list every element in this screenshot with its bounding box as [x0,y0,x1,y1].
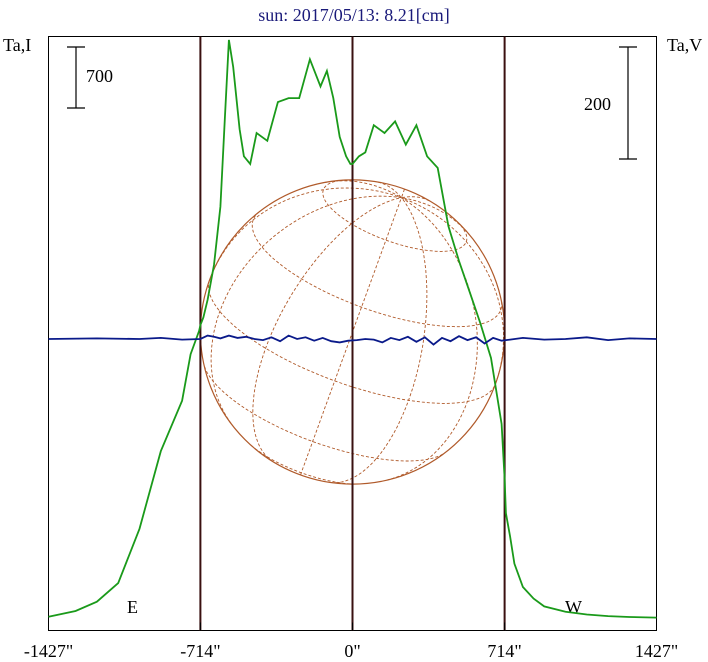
x-tick-label: -1427" [24,641,73,661]
latitude-grid-line [322,179,468,252]
x-tick-label: -714" [180,641,220,661]
disk-grid-group [204,179,504,485]
longitude-grid-line [400,188,405,198]
latitude-grid-line [204,366,444,462]
right-scale-bar-group [619,46,637,160]
longitude-grid-line [401,197,504,385]
longitude-grid-line [386,197,478,481]
longitude-grid-line [210,195,402,424]
left-axis-label: Ta,I [3,35,32,55]
east-limb-label: E [127,597,138,617]
x-ticks-group: -1427" -714" 0" 714" 1427" [24,622,678,661]
x-tick-label: 714" [487,641,521,661]
longitude-grid-line [401,197,471,236]
intensity-series-line [48,39,657,619]
latitude-grid-line [251,211,503,328]
longitude-grid-line [209,187,402,281]
left-scale-value: 700 [86,66,113,86]
right-axis-label: Ta,V [667,35,703,55]
longitude-grid-line [300,197,402,476]
right-scale-value: 200 [584,94,611,114]
longitude-grid-line [252,197,402,462]
longitude-grid-line [330,197,428,484]
x-tick-label: 1427" [635,641,678,661]
x-tick-label: 0" [344,641,360,661]
limb-lines-group [199,36,506,631]
longitude-grid-line [324,180,402,199]
polarization-series-line [48,334,657,346]
chart-title: sun: 2017/05/13: 8.21[cm] [258,5,450,25]
left-scale-bar-group [67,46,85,109]
